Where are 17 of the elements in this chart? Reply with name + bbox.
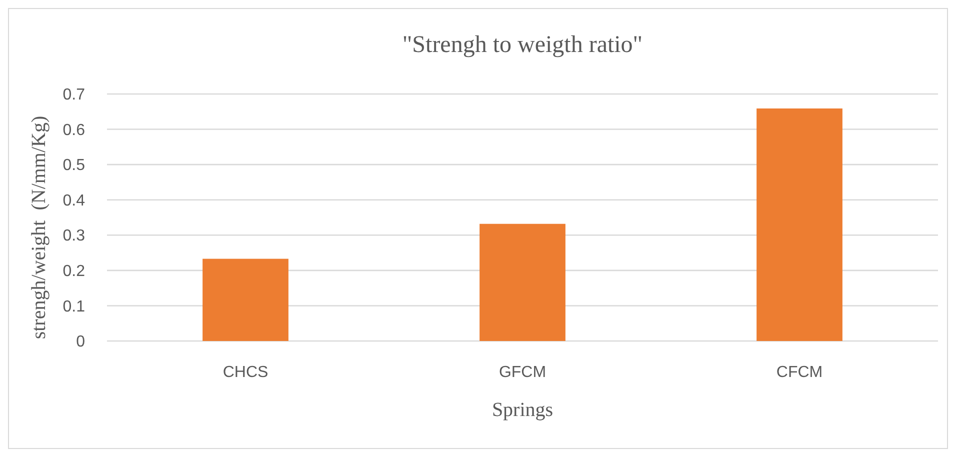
y-tick-label: 0.2 xyxy=(62,263,86,280)
y-tick-label: 0.1 xyxy=(62,298,86,316)
bar xyxy=(202,258,288,341)
y-tick-label: 0.7 xyxy=(62,86,86,104)
bar xyxy=(480,224,566,341)
x-tick-label: GFCM xyxy=(498,364,546,381)
y-tick-label: 0 xyxy=(76,334,86,351)
bar xyxy=(756,108,842,341)
x-axis-title: Springs xyxy=(492,399,554,421)
y-tick-label: 0.4 xyxy=(62,192,86,210)
y-axis-title: strengh/weight (N/mm/Kg) xyxy=(28,116,50,340)
y-tick-label: 0.5 xyxy=(62,157,86,174)
x-tick-label: CHCS xyxy=(222,364,268,381)
chart-title: "Strengh to weigth ratio" xyxy=(402,32,643,58)
y-tick-label: 0.6 xyxy=(62,122,86,139)
x-tick-label: CFCM xyxy=(776,364,823,381)
y-tick-label: 0.3 xyxy=(62,228,86,245)
